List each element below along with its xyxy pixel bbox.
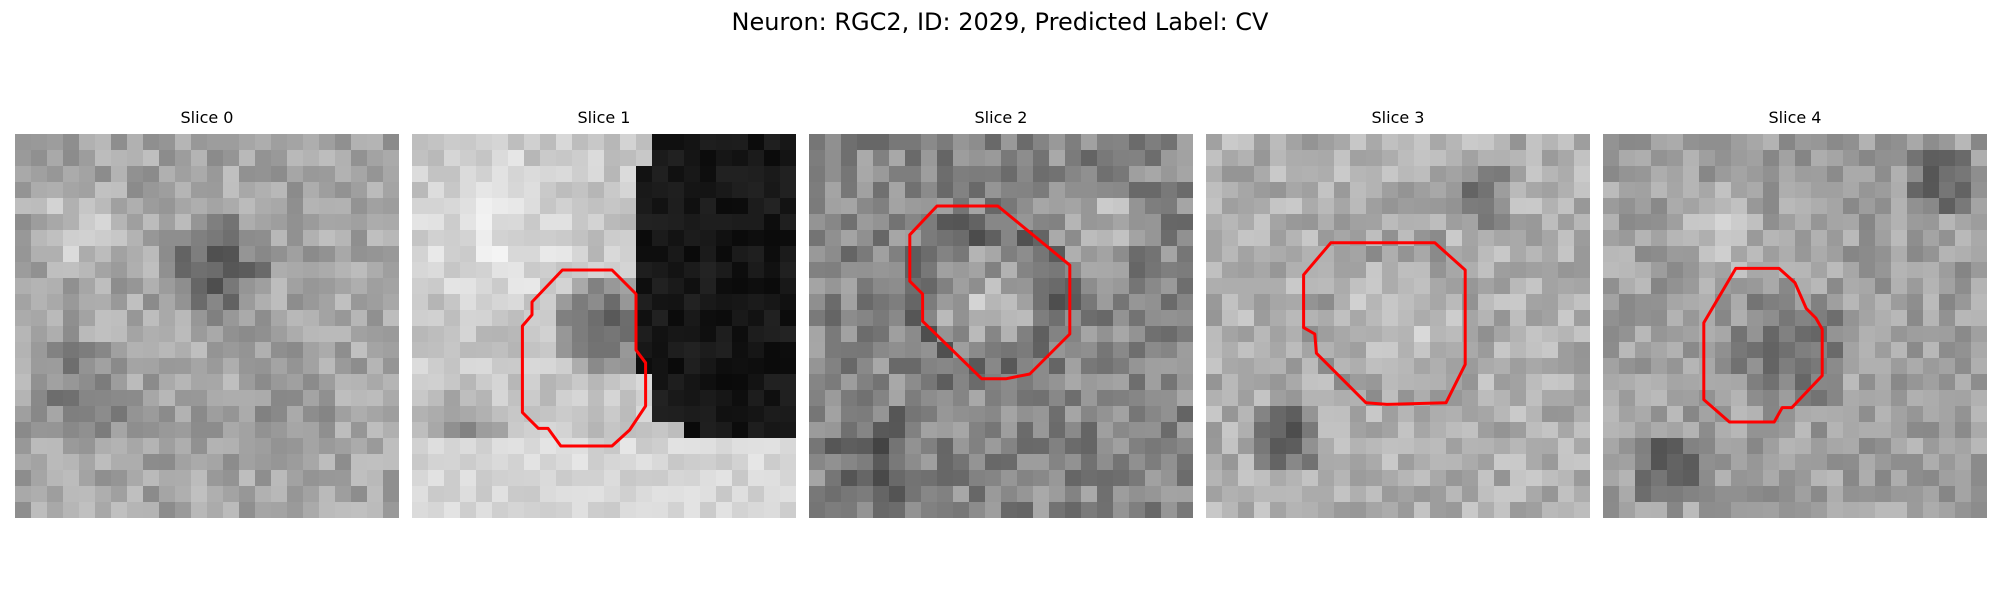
slice-image [15, 134, 399, 518]
slice-panel: Slice 2 [809, 108, 1193, 518]
slice-image-pixels [1206, 134, 1590, 518]
slice-panel: Slice 1 [412, 108, 796, 518]
slice-image [412, 134, 796, 518]
segmentation-contour [1302, 241, 1467, 406]
slice-title: Slice 0 [180, 108, 234, 127]
slice-title: Slice 3 [1371, 108, 1425, 127]
slice-image-pixels [412, 134, 796, 518]
slice-panel: Slice 3 [1206, 108, 1590, 518]
slice-title: Slice 2 [974, 108, 1028, 127]
slice-image [1603, 134, 1987, 518]
slice-image-pixels [15, 134, 399, 518]
slice-panel: Slice 0 [15, 108, 399, 518]
slice-image [1206, 134, 1590, 518]
slice-title: Slice 4 [1768, 108, 1822, 127]
segmentation-contour [908, 204, 1072, 381]
segmentation-contour [520, 268, 648, 448]
segmentation-contour [1702, 266, 1824, 424]
slice-title: Slice 1 [577, 108, 631, 127]
slice-image [809, 134, 1193, 518]
figure-title: Neuron: RGC2, ID: 2029, Predicted Label:… [731, 8, 1269, 36]
slice-image-pixels [1603, 134, 1987, 518]
slice-panel: Slice 4 [1603, 108, 1987, 518]
slice-image-pixels [809, 134, 1193, 518]
